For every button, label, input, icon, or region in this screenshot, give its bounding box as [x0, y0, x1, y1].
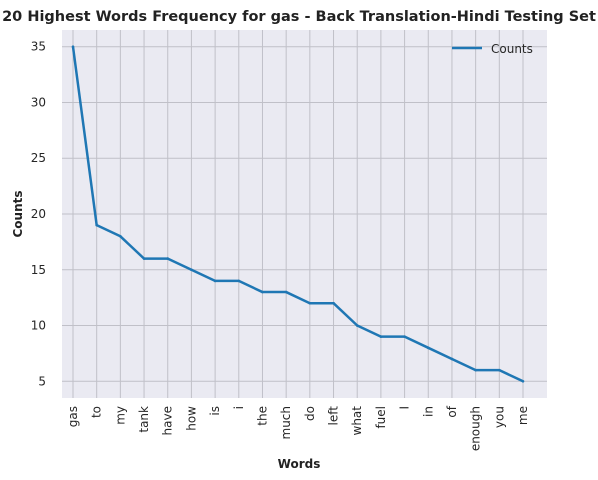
data-point — [284, 290, 288, 294]
data-point — [308, 301, 312, 305]
x-tick-label: how — [184, 406, 198, 431]
series-line-counts — [71, 46, 524, 383]
x-axis-label: Words — [278, 457, 321, 471]
series-layer — [71, 45, 525, 383]
data-point — [474, 368, 477, 372]
data-point — [119, 235, 122, 238]
data-point — [355, 324, 359, 327]
x-tick-label: the — [255, 406, 269, 426]
x-tick-label: i — [232, 406, 246, 409]
legend: Counts — [452, 42, 533, 56]
x-tick-label: do — [303, 406, 317, 421]
data-point — [450, 357, 454, 361]
data-point — [166, 257, 170, 260]
x-tick-label: what — [350, 406, 364, 436]
x-tick-label: me — [516, 406, 530, 425]
y-tick-label: 25 — [31, 151, 46, 165]
data-point — [190, 268, 193, 272]
data-point — [498, 368, 501, 372]
data-point — [95, 223, 98, 227]
x-tick-label: of — [445, 405, 459, 417]
data-point — [213, 279, 217, 283]
data-point — [332, 301, 335, 305]
x-tick-labels: gas to my tank have how is i the much do left what fu… — [66, 405, 530, 451]
data-point — [379, 335, 383, 338]
chart-title: 20 Highest Words Frequency for gas - Bac… — [2, 9, 596, 25]
x-tick-label: gas — [66, 406, 80, 427]
x-tick-label: left — [327, 406, 341, 426]
x-tick-label: is — [208, 406, 222, 416]
y-tick-label: 30 — [31, 95, 46, 109]
x-tick-label: tank — [137, 406, 151, 433]
data-point — [521, 379, 525, 383]
x-tick-label: enough — [469, 406, 483, 451]
data-point — [426, 346, 430, 350]
x-tick-label: much — [279, 406, 293, 440]
y-tick-label: 10 — [31, 319, 46, 333]
legend-label-counts: Counts — [491, 42, 533, 56]
grid-lines — [62, 30, 547, 398]
x-tick-label: have — [161, 406, 175, 435]
x-tick-label: fuel — [374, 406, 388, 429]
x-tick-label: I — [398, 406, 412, 410]
data-point — [142, 257, 146, 260]
x-tick-label: to — [90, 406, 104, 418]
y-tick-label: 35 — [31, 40, 46, 54]
data-point — [71, 45, 75, 49]
data-point — [237, 279, 241, 283]
x-tick-label: in — [421, 406, 435, 417]
y-tick-label: 5 — [38, 374, 46, 388]
y-tick-labels: 5 10 15 20 25 30 35 — [31, 40, 46, 389]
x-tick-label: you — [492, 406, 506, 428]
x-tick-label: my — [113, 406, 127, 425]
data-point — [261, 290, 264, 294]
data-point — [403, 335, 406, 338]
y-axis-label: Counts — [11, 190, 25, 237]
y-tick-label: 20 — [31, 207, 46, 221]
y-tick-label: 15 — [31, 263, 46, 277]
